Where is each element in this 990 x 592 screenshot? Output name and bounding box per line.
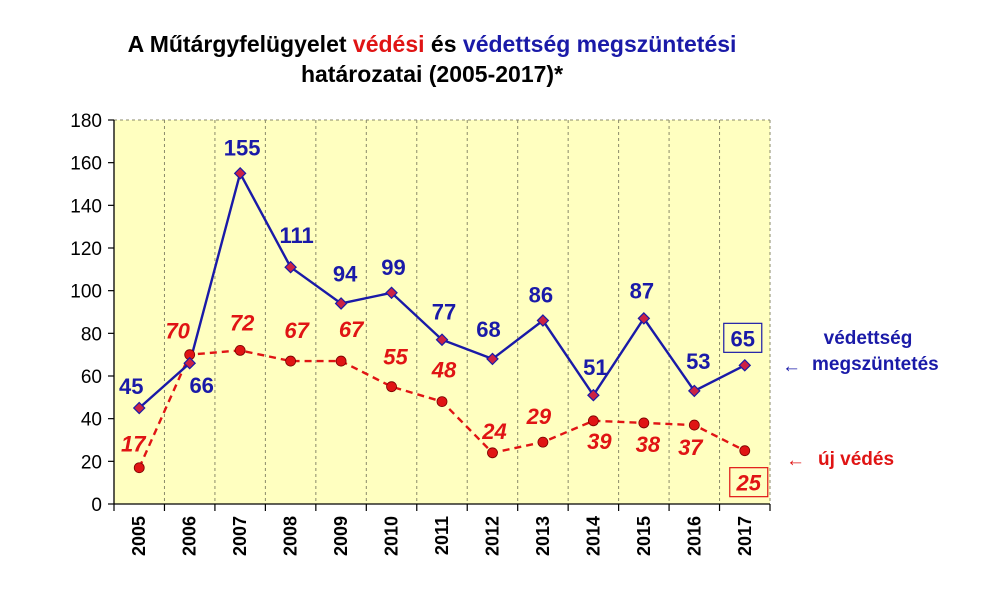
x-tick-label: 2005 <box>129 516 149 556</box>
marker-uj-vedes <box>487 447 498 459</box>
data-label-vedettseg-megszuntetes: 65 <box>731 326 755 351</box>
marker-uj-vedes <box>587 415 599 427</box>
data-label-uj-vedes: 24 <box>481 419 506 444</box>
y-tick-label: 40 <box>81 410 102 431</box>
x-tick-label: 2016 <box>684 516 704 556</box>
chart-title-line1: A Műtárgyfelügyelet védési és védettség … <box>128 31 737 57</box>
data-label-vedettseg-megszuntetes: 53 <box>686 349 710 374</box>
x-tick-label: 2011 <box>432 516 452 555</box>
data-label-vedettseg-megszuntetes: 87 <box>630 278 654 303</box>
data-label-vedettseg-megszuntetes: 77 <box>432 300 456 325</box>
data-label-vedettseg-megszuntetes: 94 <box>333 261 358 286</box>
marker-vedettseg-megszuntetes <box>486 352 499 366</box>
chart-title-line2: határozatai (2005-2017)* <box>301 61 563 87</box>
plot-area <box>114 120 770 504</box>
data-label-uj-vedes: 37 <box>678 435 704 460</box>
x-tick-label: 2008 <box>281 516 301 556</box>
x-tick-label: 2007 <box>230 516 250 556</box>
title-part-c: és <box>425 31 463 57</box>
marker-uj-vedes <box>688 419 700 431</box>
marker-vedettseg-megszuntetes <box>334 297 348 310</box>
marker-vedettseg-megszuntetes <box>284 260 297 274</box>
x-tick-label: 2013 <box>533 516 553 556</box>
y-tick-label: 120 <box>70 239 102 260</box>
y-tick-label: 100 <box>70 282 102 303</box>
data-label-vedettseg-megszuntetes: 86 <box>529 283 553 308</box>
data-label-uj-vedes: 38 <box>636 432 661 457</box>
y-tick-label: 160 <box>70 154 102 175</box>
marker-vedettseg-megszuntetes <box>183 356 197 370</box>
legend-blue-line1: védettség <box>824 328 913 349</box>
y-tick-label: 0 <box>91 495 102 516</box>
data-label-uj-vedes: 48 <box>431 358 457 383</box>
y-tick-label: 60 <box>81 367 102 388</box>
data-label-uj-vedes: 67 <box>284 318 310 343</box>
marker-vedettseg-megszuntetes <box>435 333 449 347</box>
data-label-uj-vedes: 17 <box>121 432 147 457</box>
marker-uj-vedes <box>638 417 650 429</box>
marker-vedettseg-megszuntetes <box>536 314 550 327</box>
data-label-uj-vedes: 29 <box>526 404 552 429</box>
data-label-vedettseg-megszuntetes: 68 <box>476 317 500 342</box>
data-label-vedettseg-megszuntetes: 99 <box>381 255 405 280</box>
x-tick-label: 2017 <box>735 516 755 556</box>
marker-vedettseg-megszuntetes <box>587 388 600 402</box>
data-label-vedettseg-megszuntetes: 51 <box>583 355 607 380</box>
marker-uj-vedes <box>335 355 347 367</box>
y-tick-label: 180 <box>70 111 102 132</box>
data-label-vedettseg-megszuntetes: 111 <box>279 223 313 248</box>
marker-uj-vedes <box>739 445 751 457</box>
marker-uj-vedes <box>436 396 448 408</box>
marker-uj-vedes <box>234 344 246 356</box>
data-label-uj-vedes: 39 <box>587 429 612 454</box>
x-tick-label: 2012 <box>482 516 502 556</box>
y-tick-label: 80 <box>81 324 102 345</box>
marker-vedettseg-megszuntetes <box>385 286 398 300</box>
marker-uj-vedes <box>537 436 549 448</box>
marker-vedettseg-megszuntetes <box>687 384 701 398</box>
marker-vedettseg-megszuntetes <box>637 312 651 325</box>
data-label-uj-vedes: 70 <box>165 319 190 344</box>
data-label-vedettseg-megszuntetes: 155 <box>224 135 261 160</box>
marker-uj-vedes <box>133 462 145 474</box>
x-tick-label: 2006 <box>180 516 200 556</box>
title-part-b: védési <box>353 31 425 57</box>
marker-vedettseg-megszuntetes <box>738 358 752 372</box>
data-label-uj-vedes: 67 <box>339 317 365 342</box>
legend-blue-arrow: ← <box>782 356 801 377</box>
x-tick-label: 2009 <box>331 516 351 556</box>
data-label-uj-vedes: 72 <box>230 310 255 335</box>
title-part-d: védettség megszüntetési <box>463 31 737 57</box>
data-label-vedettseg-megszuntetes: 45 <box>119 374 143 399</box>
marker-vedettseg-megszuntetes <box>233 166 247 180</box>
y-tick-label: 140 <box>70 196 102 217</box>
x-tick-label: 2010 <box>382 516 402 556</box>
x-tick-label: 2015 <box>634 516 654 556</box>
data-label-uj-vedes: 55 <box>383 345 408 370</box>
data-label-box-blue <box>723 322 763 353</box>
marker-uj-vedes <box>285 355 297 367</box>
legend-red-label: új védés <box>818 449 894 470</box>
data-label-vedettseg-megszuntetes: 66 <box>189 373 213 398</box>
marker-uj-vedes <box>386 381 397 393</box>
marker-vedettseg-megszuntetes <box>132 401 146 415</box>
title-part-a: A Műtárgyfelügyelet <box>128 31 353 57</box>
legend-blue-line2: megszüntetés <box>812 354 939 375</box>
data-label-box-red <box>729 467 769 498</box>
legend-red-arrow: ← <box>786 450 805 471</box>
data-label-uj-vedes: 25 <box>736 471 762 496</box>
y-tick-label: 20 <box>81 452 102 473</box>
x-tick-label: 2014 <box>583 516 603 556</box>
